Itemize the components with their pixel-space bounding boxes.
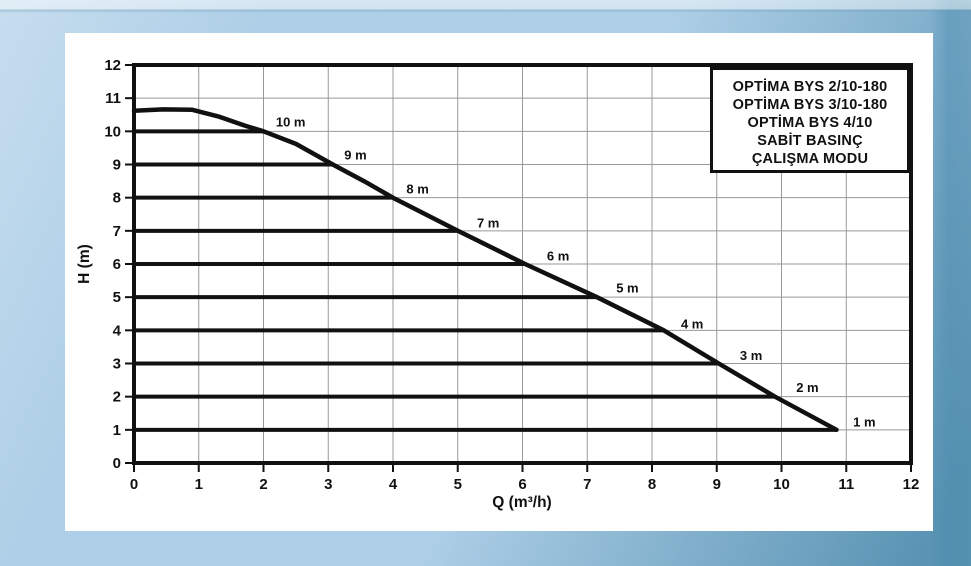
y-axis-tick-label: 3: [113, 356, 121, 373]
x-axis-tick-label: 3: [324, 476, 332, 493]
y-axis-title: H (m): [76, 244, 93, 284]
y-axis-tick-label: 5: [113, 289, 121, 306]
plot-frame: [132, 63, 913, 465]
x-axis-title: Q (m³/h): [492, 494, 551, 511]
legend-line: ÇALIŞMA MODU: [751, 151, 869, 167]
x-axis-tick-label: 7: [583, 476, 591, 493]
y-axis-tick-label: 12: [104, 57, 121, 74]
max-head-curve-path: [131, 107, 839, 433]
x-axis-tick-label: 1: [195, 476, 203, 493]
legend-line: OPTİMA BYS 3/10-180: [732, 97, 888, 113]
pressure-level-label: 3 m: [740, 348, 762, 363]
plot-frame-rect: [132, 63, 913, 465]
y-axis-tick-label: 1: [113, 422, 121, 439]
y-axis-tick-label: 11: [105, 90, 121, 107]
x-axis-tick-label: 4: [389, 476, 398, 493]
legend-line: SABİT BASINÇ: [757, 133, 863, 149]
pressure-level-label: 4 m: [681, 316, 703, 331]
legend-line: OPTİMA BYS 2/10-180: [732, 79, 888, 95]
y-axis-tick-label: 8: [113, 190, 121, 207]
x-axis-tick-label: 6: [518, 476, 526, 493]
y-axis-tick-label: 2: [113, 389, 121, 406]
x-axis-tick-label: 0: [130, 476, 138, 493]
y-axis-tick-label: 9: [113, 157, 121, 174]
legend-line: OPTİMA BYS 4/10: [747, 115, 873, 131]
x-axis-tick-label: 9: [713, 476, 721, 493]
pressure-level-label: 7 m: [477, 216, 499, 231]
pressure-level-label: 5 m: [616, 281, 638, 296]
legend-box: OPTİMA BYS 2/10-180 OPTİMA BYS 3/10-180 …: [710, 67, 910, 173]
pressure-level-lines: [134, 129, 837, 432]
y-axis-tick-label: 6: [113, 256, 121, 273]
pressure-level-label: 1 m: [853, 415, 875, 430]
pressure-level-label: 10 m: [276, 114, 306, 129]
x-axis-tick-label: 11: [838, 476, 854, 493]
pressure-level-label: 6 m: [547, 249, 569, 264]
y-axis-tick-label: 10: [104, 123, 121, 140]
x-axis-tick-label: 12: [903, 476, 920, 493]
x-axis-tick-label: 5: [454, 476, 462, 493]
max-head-curve: [131, 107, 839, 433]
x-axis-tick-label: 8: [648, 476, 656, 493]
y-axis-tick-label: 7: [113, 223, 121, 240]
pressure-level-label: 2 m: [796, 380, 818, 395]
x-axis-tick-label: 10: [773, 476, 790, 493]
x-axis-tick-label: 2: [259, 476, 267, 493]
pressure-level-label: 8 m: [406, 182, 428, 197]
pressure-level-labels: 10 m 9 m 8 m 7 m 6 m 5 m 4 m 3 m 2 m 1 m: [276, 114, 876, 429]
y-axis-tick-label: 4: [113, 322, 122, 339]
pressure-level-label: 9 m: [344, 148, 366, 163]
y-axis-tick-label: 0: [113, 455, 121, 472]
